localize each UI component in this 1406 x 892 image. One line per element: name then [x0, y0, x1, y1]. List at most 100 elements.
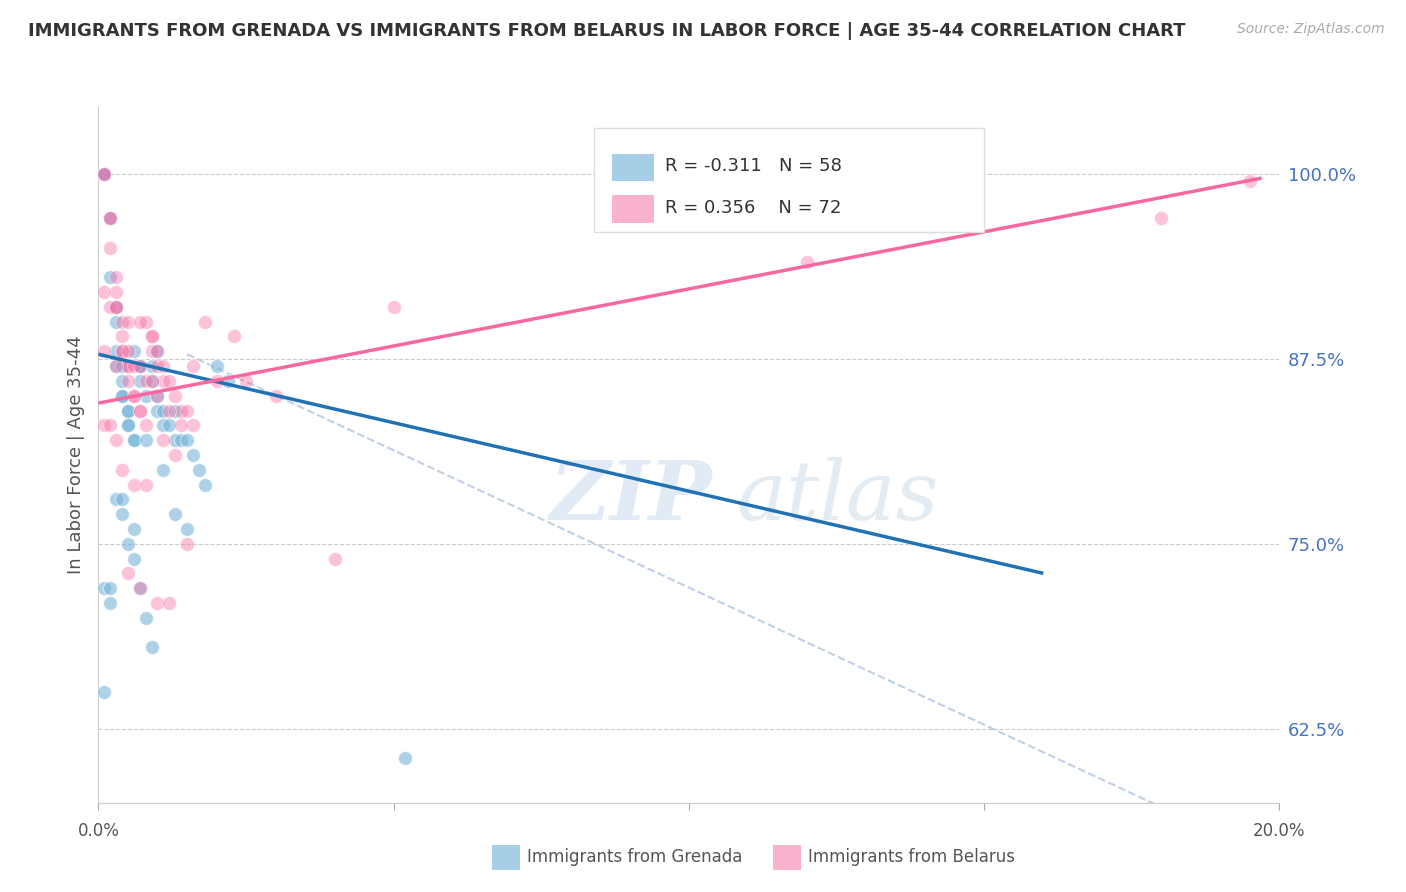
- Point: [205, 374, 228, 388]
- Point: [117, 403, 139, 417]
- Point: [111, 507, 134, 521]
- Point: [146, 344, 169, 359]
- Point: [128, 403, 150, 417]
- Point: [111, 389, 134, 403]
- Point: [224, 329, 246, 343]
- Point: [117, 418, 139, 433]
- Point: [105, 359, 128, 373]
- Text: ZIP: ZIP: [550, 457, 713, 537]
- Point: [111, 315, 134, 329]
- FancyBboxPatch shape: [612, 153, 654, 181]
- Y-axis label: In Labor Force | Age 35-44: In Labor Force | Age 35-44: [66, 335, 84, 574]
- Point: [105, 300, 128, 314]
- Point: [146, 344, 169, 359]
- Point: [194, 477, 217, 491]
- Point: [181, 418, 204, 433]
- FancyBboxPatch shape: [612, 195, 654, 223]
- Point: [122, 433, 145, 447]
- Point: [93, 418, 115, 433]
- Point: [117, 403, 139, 417]
- Text: Immigrants from Belarus: Immigrants from Belarus: [808, 848, 1015, 866]
- Point: [128, 315, 150, 329]
- Point: [128, 581, 150, 595]
- Point: [93, 285, 115, 299]
- Text: Immigrants from Grenada: Immigrants from Grenada: [527, 848, 742, 866]
- Point: [165, 389, 187, 403]
- Text: IMMIGRANTS FROM GRENADA VS IMMIGRANTS FROM BELARUS IN LABOR FORCE | AGE 35-44 CO: IMMIGRANTS FROM GRENADA VS IMMIGRANTS FR…: [28, 22, 1185, 40]
- Point: [98, 596, 121, 610]
- Point: [117, 315, 139, 329]
- Point: [165, 507, 187, 521]
- Point: [181, 359, 204, 373]
- Point: [152, 418, 174, 433]
- Point: [93, 167, 115, 181]
- Point: [122, 389, 145, 403]
- Point: [93, 581, 115, 595]
- Point: [146, 389, 169, 403]
- Point: [165, 448, 187, 462]
- Point: [105, 300, 128, 314]
- Text: 0.0%: 0.0%: [77, 822, 120, 840]
- Point: [176, 522, 198, 536]
- Text: 20.0%: 20.0%: [1253, 822, 1306, 840]
- Point: [1239, 174, 1261, 188]
- Point: [394, 751, 416, 765]
- Point: [141, 344, 163, 359]
- Point: [1150, 211, 1173, 225]
- Point: [235, 374, 257, 388]
- Point: [111, 344, 134, 359]
- Point: [141, 640, 163, 655]
- Point: [165, 433, 187, 447]
- Point: [117, 418, 139, 433]
- Point: [135, 389, 157, 403]
- FancyBboxPatch shape: [595, 128, 984, 232]
- Point: [187, 463, 209, 477]
- Text: Source: ZipAtlas.com: Source: ZipAtlas.com: [1237, 22, 1385, 37]
- Point: [105, 285, 128, 299]
- Point: [157, 418, 180, 433]
- Point: [98, 270, 121, 285]
- Point: [111, 463, 134, 477]
- Point: [152, 463, 174, 477]
- Point: [128, 359, 150, 373]
- Point: [157, 596, 180, 610]
- Text: atlas: atlas: [737, 457, 939, 537]
- Point: [382, 300, 405, 314]
- Point: [122, 359, 145, 373]
- Point: [135, 418, 157, 433]
- Point: [152, 433, 174, 447]
- Point: [98, 211, 121, 225]
- Point: [141, 374, 163, 388]
- Point: [117, 344, 139, 359]
- Point: [98, 581, 121, 595]
- Point: [170, 403, 193, 417]
- Point: [105, 300, 128, 314]
- Point: [135, 477, 157, 491]
- Point: [93, 167, 115, 181]
- Point: [128, 581, 150, 595]
- Point: [146, 359, 169, 373]
- Point: [796, 255, 818, 269]
- Point: [105, 270, 128, 285]
- Point: [176, 537, 198, 551]
- Point: [128, 359, 150, 373]
- Point: [146, 389, 169, 403]
- Point: [264, 389, 287, 403]
- Point: [135, 611, 157, 625]
- Point: [146, 403, 169, 417]
- Text: R = -0.311   N = 58: R = -0.311 N = 58: [665, 157, 842, 175]
- Point: [111, 492, 134, 507]
- Point: [157, 374, 180, 388]
- Point: [105, 433, 128, 447]
- Point: [93, 167, 115, 181]
- Point: [323, 551, 346, 566]
- Point: [105, 344, 128, 359]
- Point: [128, 374, 150, 388]
- Point: [141, 329, 163, 343]
- Point: [165, 403, 187, 417]
- Point: [117, 359, 139, 373]
- Point: [146, 596, 169, 610]
- Point: [117, 566, 139, 581]
- Point: [141, 329, 163, 343]
- Point: [105, 315, 128, 329]
